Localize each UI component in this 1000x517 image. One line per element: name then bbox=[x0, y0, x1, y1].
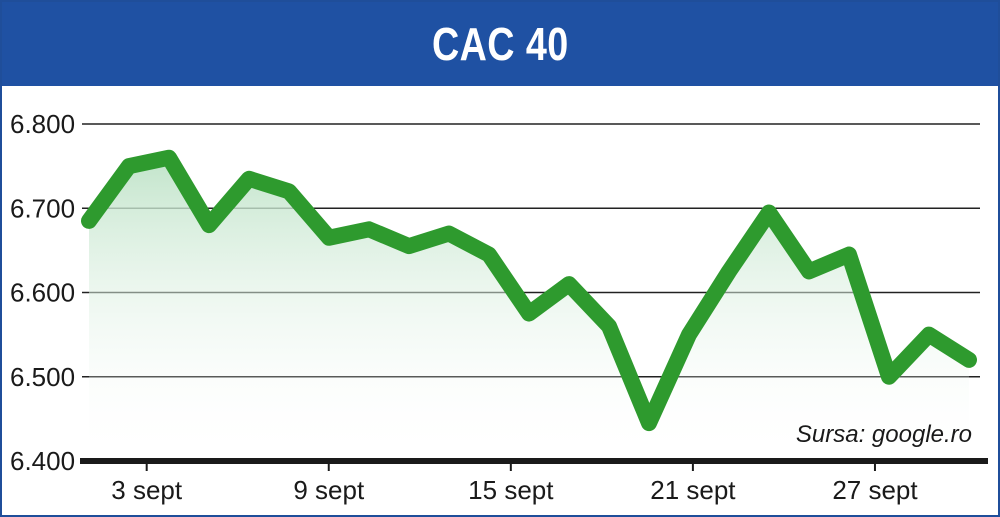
area-path bbox=[89, 157, 969, 461]
x-tick-label: 27 sept bbox=[832, 475, 918, 505]
x-tick-label: 9 sept bbox=[293, 475, 365, 505]
y-tick-label: 6.400 bbox=[10, 446, 75, 476]
chart-header: CAC 40 bbox=[2, 2, 998, 86]
source-label: Sursa: google.ro bbox=[796, 421, 972, 448]
area-fill bbox=[89, 157, 969, 461]
chart-title: CAC 40 bbox=[431, 18, 569, 70]
y-tick-label: 6.800 bbox=[10, 109, 75, 139]
x-tick-labels: 3 sept 9 sept 15 sept 21 sept 27 sept bbox=[111, 475, 918, 505]
series-path bbox=[81, 149, 977, 432]
y-tick-label: 6.700 bbox=[10, 193, 75, 223]
x-tick-label: 15 sept bbox=[468, 475, 554, 505]
y-tick-label: 6.600 bbox=[10, 278, 75, 308]
y-tick-label: 6.500 bbox=[10, 362, 75, 392]
x-tick-label: 21 sept bbox=[650, 475, 736, 505]
x-axis bbox=[80, 458, 988, 471]
x-tick-label: 3 sept bbox=[111, 475, 183, 505]
series-line bbox=[81, 149, 977, 432]
y-tick-labels: 6.800 6.700 6.600 6.500 6.400 bbox=[10, 109, 75, 476]
